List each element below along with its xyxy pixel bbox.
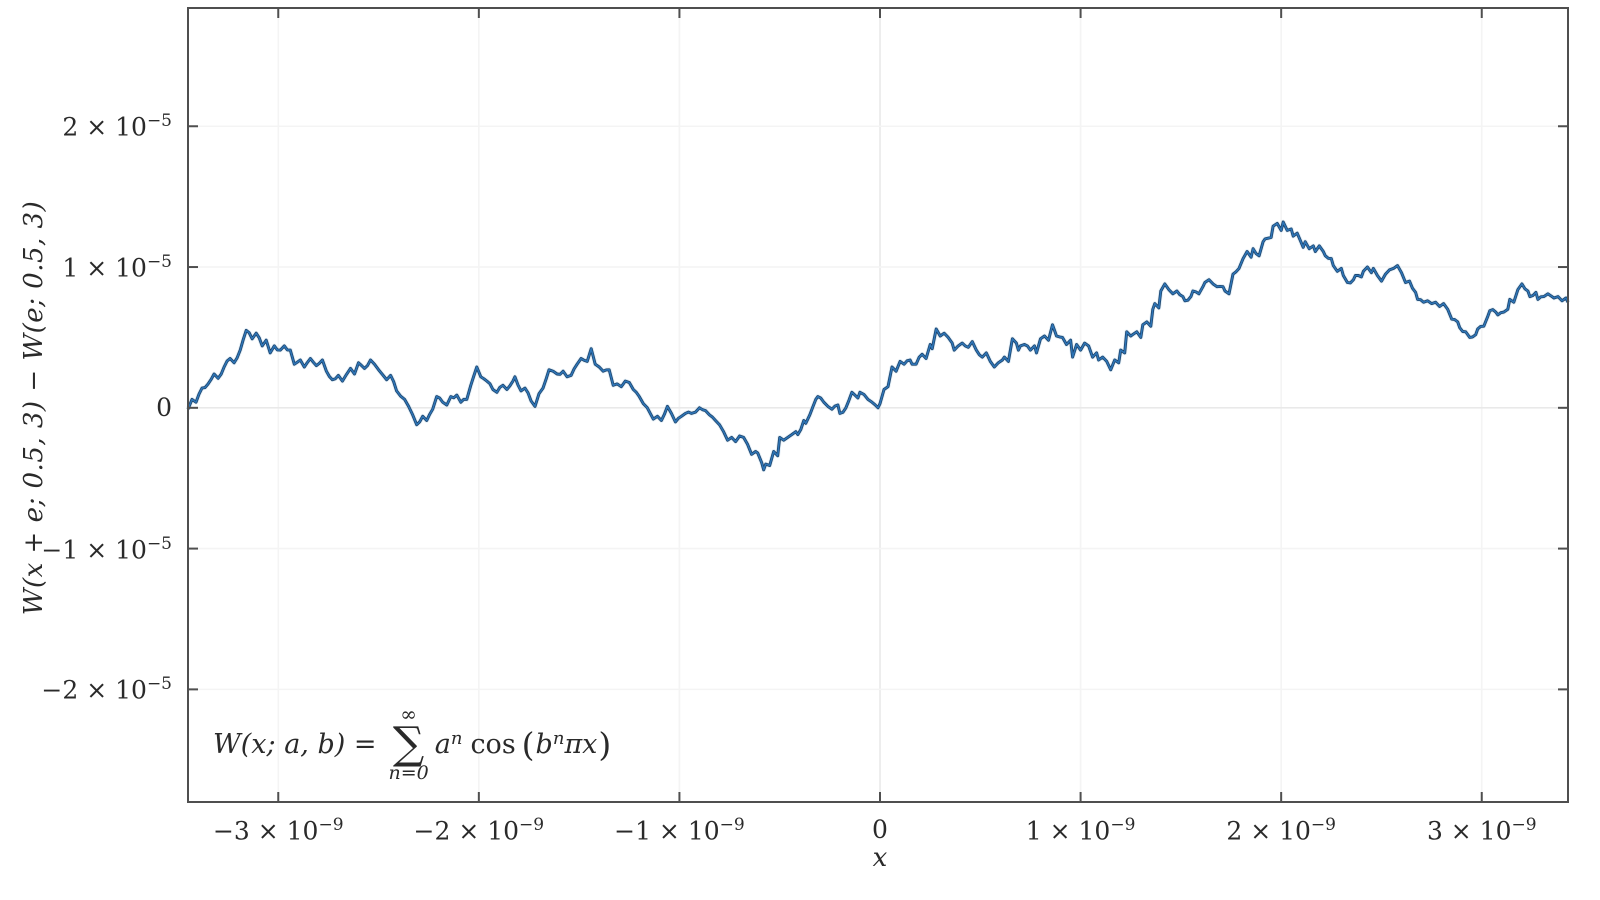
formula-lhs: W(x; a, b) = — [213, 728, 377, 760]
x-tick-label: 1 × 10−9 — [1025, 815, 1136, 846]
sigma-symbol: ∑ — [392, 717, 425, 769]
x-tick-label: −1 × 10−9 — [614, 815, 745, 846]
y-tick-label: 1 × 10−5 — [62, 252, 172, 283]
summation-lower-limit: n=0 — [388, 762, 429, 785]
y-tick-label: −1 × 10−5 — [41, 533, 172, 564]
weierstrass-curve — [187, 221, 1569, 471]
y-tick-label: −2 × 10−5 — [41, 674, 172, 705]
x-axis-title: x — [872, 843, 888, 873]
formula-rhs: a n cos(b n πx) — [434, 724, 612, 764]
x-tick-label: 2 × 10−9 — [1226, 815, 1336, 846]
infinity-symbol: ∞ — [400, 701, 417, 726]
plot-frame — [187, 7, 1569, 803]
weierstrass-formula: W(x; a, b) = ∞ ∑ n=0 a n cos(b n πx) — [213, 694, 612, 794]
y-tick-label: 0 — [156, 392, 172, 422]
x-tick-label: 0 — [872, 815, 888, 844]
y-tick-label: 2 × 10−5 — [62, 111, 172, 142]
curve-dark-line — [186, 220, 1570, 472]
curve-halo — [185, 219, 1571, 473]
x-tick-label: −2 × 10−9 — [413, 815, 545, 846]
x-tick-label: −3 × 10−9 — [212, 815, 344, 846]
summation-symbol: ∞ ∑ n=0 — [388, 701, 429, 785]
x-tick-label: 3 × 10−9 — [1426, 815, 1537, 846]
